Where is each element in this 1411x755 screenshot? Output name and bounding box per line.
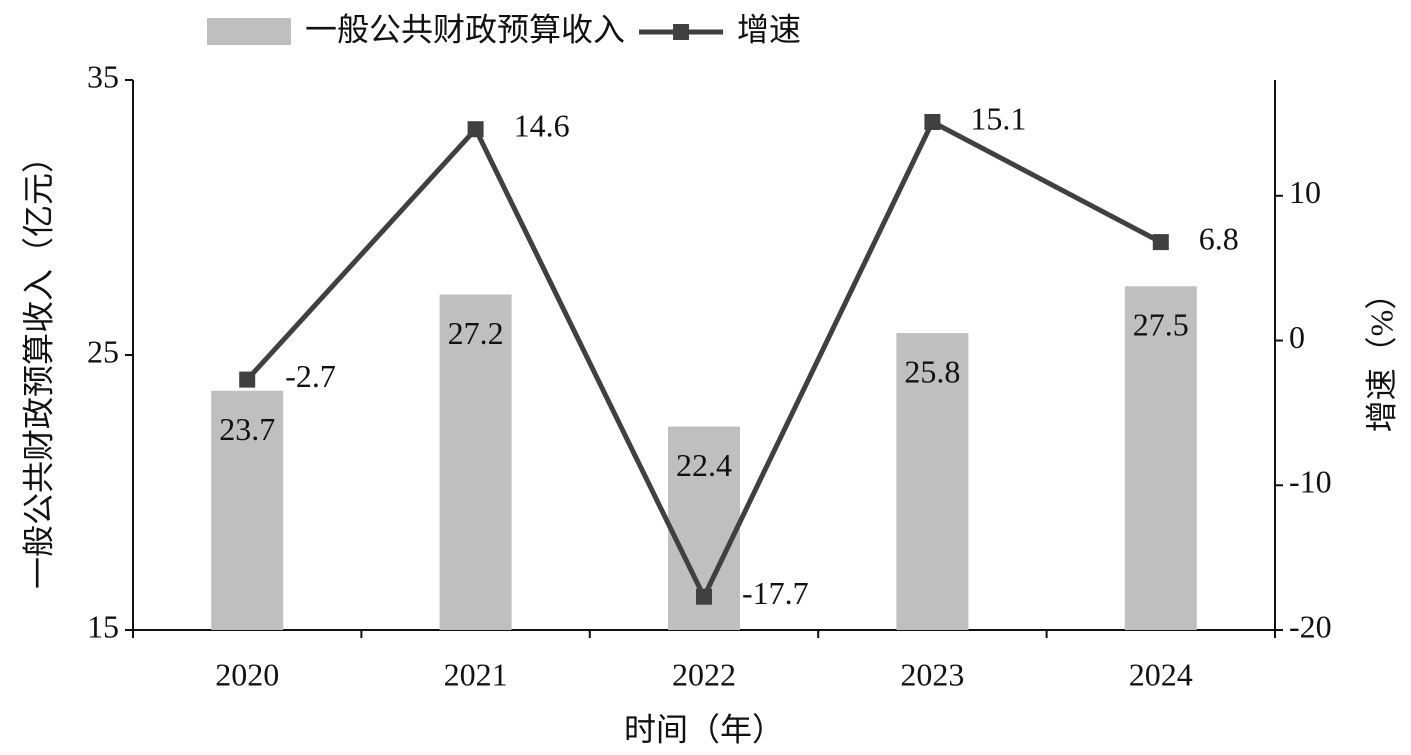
y-tick-label: 25 (87, 333, 119, 369)
line-marker (924, 113, 941, 130)
bar-value-label: 27.5 (1133, 307, 1189, 343)
y2-tick-label: 0 (1289, 319, 1305, 355)
bar (211, 390, 284, 630)
y-tick-label: 35 (87, 58, 119, 94)
x-axis-title: 时间（年） (624, 711, 784, 747)
x-tick-label: 2022 (672, 656, 736, 692)
bar (1124, 286, 1197, 630)
y-tick-label: 15 (87, 608, 119, 644)
x-tick-label: 2023 (900, 656, 964, 692)
bar-value-label: 23.7 (219, 411, 275, 447)
legend-swatch (207, 18, 291, 45)
y2-tick-label: 10 (1289, 174, 1321, 210)
bar-value-label: 27.2 (448, 315, 504, 351)
y2-tick-label: -10 (1289, 464, 1332, 500)
line-value-label: -2.7 (285, 358, 336, 394)
line-marker (239, 371, 256, 388)
y2-tick-label: -20 (1289, 608, 1332, 644)
line-value-label: 15.1 (970, 100, 1026, 136)
line-marker (467, 121, 484, 138)
x-tick-label: 2024 (1129, 656, 1193, 692)
line-marker (696, 588, 712, 605)
bar (439, 294, 512, 630)
legend-label: 一般公共财政预算收入 (305, 11, 625, 47)
bar-value-label: 25.8 (904, 353, 960, 389)
x-tick-label: 2021 (444, 656, 508, 692)
legend-swatch (673, 24, 690, 40)
bar-value-label: 22.4 (676, 447, 732, 483)
y-axis-title: 一般公共财政预算收入（亿元） (20, 141, 56, 589)
legend-label: 增速 (737, 11, 801, 47)
bar (896, 333, 969, 630)
line-marker (1152, 234, 1169, 251)
line-value-label: -17.7 (742, 575, 809, 611)
line-value-label: 6.8 (1199, 220, 1239, 256)
line-value-label: 14.6 (514, 108, 570, 144)
y2-axis-title: 增速（%） (1363, 278, 1399, 433)
x-tick-label: 2020 (215, 656, 279, 692)
